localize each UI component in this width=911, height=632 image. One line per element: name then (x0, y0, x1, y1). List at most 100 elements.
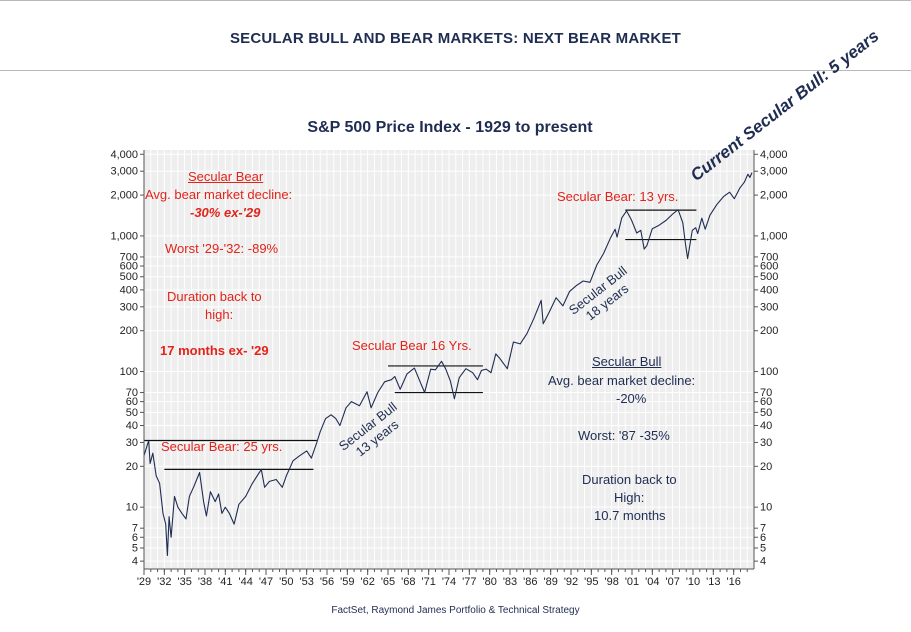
source-note: FactSet, Raymond James Portfolio & Techn… (331, 605, 580, 616)
x-tick-label-27: '10 (686, 576, 700, 588)
y-tick-label-left-11: 100 (120, 366, 138, 378)
y-tick-label-right-4: 10 (760, 502, 772, 514)
series-line-0 (143, 172, 753, 557)
annotation-bear-worst: Worst '29-'32: -89% (165, 241, 279, 256)
x-tick-label-11: '62 (360, 576, 374, 588)
x-tick-label-12: '65 (381, 576, 395, 588)
page-title: SECULAR BULL AND BEAR MARKETS: NEXT BEAR… (229, 30, 682, 47)
x-tick-label-7: '50 (279, 576, 293, 588)
x-tick-label-10: '59 (340, 576, 354, 588)
annotation-bear-avg-value: -30% ex-'29 (190, 205, 261, 220)
annotation-bear-duration-value: 17 months ex- '29 (160, 343, 269, 358)
y-tick-label-right-11: 100 (760, 366, 778, 378)
y-tick-label-right-18: 1,000 (760, 230, 788, 242)
annotation-secular-bull-header: Secular Bull (592, 354, 662, 369)
y-tick-label-right-0: 4 (760, 556, 766, 568)
header-bottom-rule (0, 70, 911, 71)
y-tick-label-right-19: 2,000 (760, 190, 788, 202)
y-tick-label-left-12: 200 (120, 325, 138, 337)
annotation-bull-avg-decline: Avg. bear market decline: (548, 373, 696, 388)
y-tick-label-left-7: 40 (126, 420, 138, 432)
x-tick-label-8: '53 (299, 576, 313, 588)
x-tick-label-22: '95 (584, 576, 598, 588)
x-tick-label-21: '92 (564, 576, 578, 588)
y-tick-label-left-18: 1,000 (110, 230, 138, 242)
y-tick-label-right-13: 300 (760, 301, 778, 313)
y-tick-label-left-1: 5 (132, 542, 138, 554)
y-tick-label-left-13: 300 (120, 301, 138, 313)
annotation-bull-duration: Duration back to (582, 472, 677, 487)
annotation-bear-avg-decline: Avg. bear market decline: (145, 187, 293, 202)
x-tick-label-26: '07 (665, 576, 679, 588)
annotation-bull-avg-value: -20% (616, 391, 647, 406)
x-tick-label-2: '35 (177, 576, 191, 588)
annotation-bull-duration-value: 10.7 months (594, 508, 666, 523)
y-tick-label-right-20: 3,000 (760, 166, 788, 178)
x-tick-label-14: '71 (421, 576, 435, 588)
annotation-bear-duration-high: high: (205, 307, 234, 322)
x-tick-label-1: '32 (157, 576, 171, 588)
x-tick-label-6: '47 (259, 576, 273, 588)
x-tick-label-0: '29 (137, 576, 151, 588)
x-tick-label-18: '83 (503, 576, 517, 588)
x-tick-label-13: '68 (401, 576, 415, 588)
y-tick-label-right-7: 40 (760, 420, 772, 432)
y-tick-label-right-12: 200 (760, 325, 778, 337)
y-tick-label-left-15: 500 (120, 271, 138, 283)
y-tick-label-left-2: 6 (132, 532, 138, 544)
y-tick-label-right-15: 500 (760, 271, 778, 283)
y-tick-label-left-4: 10 (126, 502, 138, 514)
annotation-bear-13: Secular Bear: 13 yrs. (557, 189, 679, 204)
y-tick-label-right-16: 600 (760, 261, 778, 273)
x-tick-label-28: '13 (706, 576, 720, 588)
x-tick-label-5: '44 (238, 576, 252, 588)
x-tick-label-3: '38 (198, 576, 212, 588)
x-tick-label-24: '01 (625, 576, 639, 588)
annotation-bull-duration-high: High: (614, 490, 645, 505)
x-tick-label-16: '77 (462, 576, 476, 588)
y-tick-label-left-14: 400 (120, 284, 138, 296)
x-tick-label-23: '98 (604, 576, 618, 588)
y-tick-label-left-10: 70 (126, 387, 138, 399)
y-tick-label-left-6: 30 (126, 437, 138, 449)
y-tick-label-left-17: 700 (120, 251, 138, 263)
y-tick-label-right-3: 7 (760, 523, 766, 535)
x-tick-label-19: '86 (523, 576, 537, 588)
y-tick-label-left-16: 600 (120, 261, 138, 273)
y-tick-label-right-1: 5 (760, 542, 766, 554)
range-lines (144, 209, 697, 470)
x-tick-label-29: '16 (726, 576, 740, 588)
x-ticks: '29 '32 '35 '38 '41 '44 '47 '50 '53 '56 '59 '62 '65 '… (137, 569, 748, 588)
y-tick-label-right-2: 6 (760, 532, 766, 544)
x-tick-label-20: '89 (543, 576, 557, 588)
y-tick-label-right-5: 20 (760, 461, 772, 473)
y-tick-label-right-21: 4,000 (760, 149, 788, 161)
y-tick-label-left-5: 20 (126, 461, 138, 473)
gridlines (143, 150, 754, 569)
x-tick-label-9: '56 (320, 576, 334, 588)
y-tick-label-left-3: 7 (132, 523, 138, 535)
y-tick-label-right-14: 400 (760, 284, 778, 296)
annotation-bear-duration: Duration back to (167, 289, 262, 304)
x-tick-label-25: '04 (645, 576, 659, 588)
annotation-secular-bear-header: Secular Bear (188, 169, 264, 184)
x-tick-label-4: '41 (218, 576, 232, 588)
y-tick-label-left-19: 2,000 (110, 190, 138, 202)
y-tick-label-right-8: 50 (760, 407, 772, 419)
y-tick-label-left-20: 3,000 (110, 166, 138, 178)
x-tick-label-15: '74 (442, 576, 456, 588)
y-tick-label-left-21: 4,000 (110, 149, 138, 161)
chart-title: S&P 500 Price Index - 1929 to present (307, 119, 593, 136)
y-tick-label-left-0: 4 (132, 556, 138, 568)
x-tick-label-17: '80 (482, 576, 496, 588)
series-layer (143, 172, 753, 557)
y-tick-label-left-8: 50 (126, 407, 138, 419)
annotation-bull-worst: Worst: '87 -35% (578, 428, 670, 443)
header-top-rule (0, 0, 911, 1)
y-tick-label-right-6: 30 (760, 437, 772, 449)
y-tick-label-left-9: 60 (126, 396, 138, 408)
annotation-bear-25: Secular Bear: 25 yrs. (161, 439, 283, 454)
